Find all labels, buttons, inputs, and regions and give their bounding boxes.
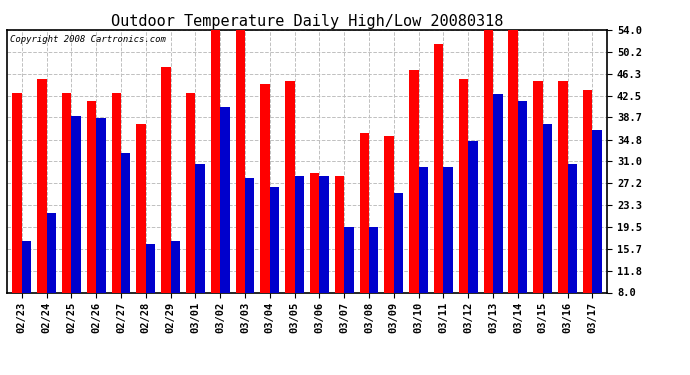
- Bar: [469, 141, 477, 292]
- Bar: [235, 4, 245, 292]
- Bar: [260, 84, 270, 292]
- Bar: [558, 81, 567, 292]
- Bar: [484, 0, 493, 292]
- Bar: [319, 176, 329, 292]
- Bar: [161, 67, 170, 292]
- Bar: [295, 176, 304, 292]
- Bar: [310, 172, 319, 292]
- Bar: [344, 227, 354, 292]
- Bar: [434, 44, 444, 292]
- Bar: [245, 178, 255, 292]
- Title: Outdoor Temperature Daily High/Low 20080318: Outdoor Temperature Daily High/Low 20080…: [111, 14, 503, 29]
- Bar: [62, 93, 71, 292]
- Bar: [583, 90, 592, 292]
- Bar: [359, 133, 369, 292]
- Bar: [87, 101, 96, 292]
- Bar: [419, 167, 428, 292]
- Bar: [195, 164, 205, 292]
- Bar: [96, 118, 106, 292]
- Bar: [12, 93, 22, 292]
- Bar: [409, 70, 419, 292]
- Bar: [384, 136, 394, 292]
- Bar: [170, 241, 180, 292]
- Bar: [146, 244, 155, 292]
- Bar: [137, 124, 146, 292]
- Bar: [493, 94, 502, 292]
- Bar: [211, 0, 220, 292]
- Bar: [567, 164, 577, 292]
- Bar: [509, 0, 518, 292]
- Bar: [186, 93, 195, 292]
- Bar: [394, 193, 403, 292]
- Bar: [22, 241, 31, 292]
- Bar: [71, 116, 81, 292]
- Bar: [121, 153, 130, 292]
- Bar: [220, 107, 230, 292]
- Bar: [518, 101, 527, 292]
- Bar: [37, 78, 47, 292]
- Bar: [285, 81, 295, 292]
- Bar: [369, 227, 379, 292]
- Bar: [444, 167, 453, 292]
- Text: Copyright 2008 Cartronics.com: Copyright 2008 Cartronics.com: [10, 35, 166, 44]
- Bar: [112, 93, 121, 292]
- Bar: [335, 176, 344, 292]
- Bar: [592, 130, 602, 292]
- Bar: [543, 124, 552, 292]
- Bar: [533, 81, 543, 292]
- Bar: [270, 187, 279, 292]
- Bar: [47, 213, 56, 292]
- Bar: [459, 78, 469, 292]
